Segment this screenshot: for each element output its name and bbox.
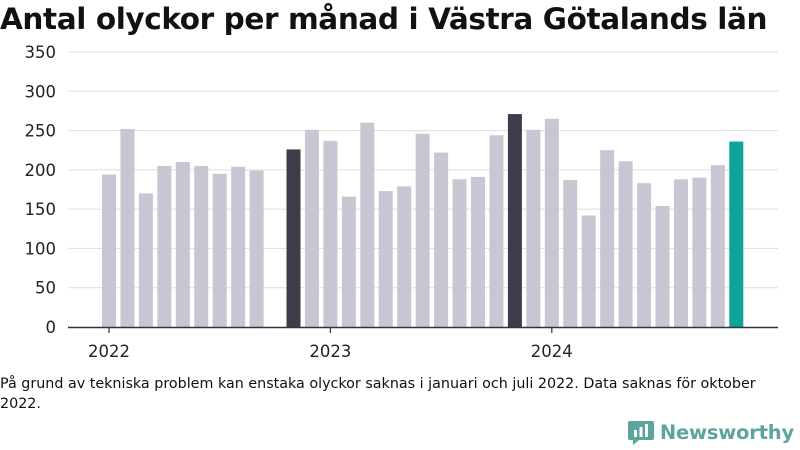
bar-2023-02: [341, 196, 356, 327]
bar-2024-01: [544, 118, 559, 328]
bar-2022-04: [157, 165, 172, 327]
bar-2023-11: [507, 114, 522, 327]
bar-2023-01: [323, 140, 338, 327]
x-tick-label: 2023: [309, 342, 351, 361]
bar-2023-04: [378, 191, 393, 327]
y-tick-label: 150: [25, 200, 57, 219]
bar-2024-11: [729, 141, 744, 327]
bars: [102, 114, 744, 328]
bar-2024-09: [692, 177, 707, 327]
bar-2023-08: [452, 179, 467, 327]
bar-2024-03: [581, 215, 596, 327]
brand-logo-block: Newsworthy: [627, 416, 794, 448]
footnote: På grund av tekniska problem kan enstaka…: [0, 376, 756, 412]
y-axis-ticks: 0 50 100 150 200 250 300 350: [25, 43, 57, 337]
bar-2022-12: [304, 129, 319, 327]
bar-2024-05: [618, 161, 633, 327]
bar-2023-12: [526, 129, 541, 327]
y-tick-label: 250: [25, 122, 57, 141]
bar-2022-02: [120, 129, 135, 327]
y-tick-label: 300: [25, 82, 57, 101]
y-tick-label: 0: [46, 318, 57, 337]
chart-title: Antal olyckor per månad i Västra Götalan…: [0, 2, 768, 36]
bar-2022-06: [194, 165, 209, 327]
bar-2023-05: [397, 186, 412, 327]
bar-2023-03: [360, 122, 375, 327]
bar-2022-01: [102, 174, 116, 327]
bar-chart: 0 50 100 150 200 250 300 350 2022 2023 2024: [25, 43, 778, 361]
y-tick-label: 100: [25, 239, 57, 258]
bar-2023-06: [415, 133, 430, 327]
bar-2024-10: [710, 165, 725, 327]
brand-name: Newsworthy: [659, 420, 794, 444]
bar-2022-05: [175, 162, 190, 327]
y-tick-label: 200: [25, 161, 57, 180]
bar-2023-09: [471, 176, 485, 327]
bar-2024-02: [563, 180, 578, 327]
y-tick-label: 350: [25, 43, 57, 62]
bar-2022-03: [138, 193, 153, 327]
bar-2024-04: [600, 150, 615, 327]
bar-2022-09: [249, 170, 264, 327]
bar-2023-07: [434, 152, 449, 327]
bar-2024-08: [673, 179, 688, 327]
bar-2024-06: [637, 183, 652, 327]
bar-2022-08: [231, 166, 246, 327]
bar-2022-07: [212, 173, 227, 327]
bar-2022-11: [286, 149, 301, 327]
newsworthy-logo-icon: [627, 421, 654, 445]
y-tick-label: 50: [35, 279, 56, 298]
x-tick-label: 2022: [88, 342, 130, 361]
bar-2024-07: [655, 206, 670, 327]
x-axis-ticks: 2022 2023 2024: [88, 327, 573, 361]
bar-2023-10: [489, 135, 504, 327]
x-tick-label: 2024: [531, 342, 573, 361]
